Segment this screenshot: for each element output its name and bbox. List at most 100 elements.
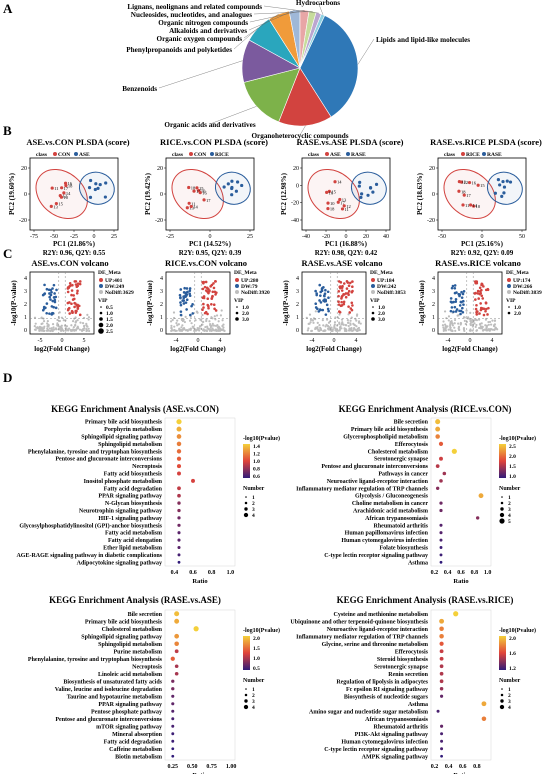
- plsda-point-group2: [93, 187, 97, 192]
- volcano-legend-marker: [371, 290, 375, 294]
- kegg-pathway-label: Fatty acid biosynthesis: [104, 472, 163, 478]
- plsda-point-group1: [472, 204, 476, 208]
- pie-slice-label: Organic nitrogen compounds: [158, 19, 248, 27]
- volcano-point-down: [460, 290, 463, 294]
- volcano-point-down: [52, 305, 55, 309]
- volcano-point-nodiff: [444, 329, 448, 332]
- volcano-point-up: [480, 288, 483, 292]
- volcano-point-down: [184, 291, 187, 295]
- volcano-plot-frame: [29, 271, 95, 335]
- kegg-pathway-label: AGE-RAGE signaling pathway in diabetic c…: [16, 553, 162, 559]
- volcano-point-nodiff: [491, 319, 494, 322]
- volcano-point-nodiff: [215, 314, 219, 317]
- volcano-point-down: [453, 284, 457, 287]
- volcano-point-nodiff: [447, 319, 450, 322]
- kegg-dot: [439, 508, 443, 513]
- volcano-y-tick-label: 2: [24, 302, 27, 308]
- kegg-pathway-label: Fatty acid metabolism: [105, 531, 162, 537]
- plsda-point-group1: [54, 201, 58, 206]
- volcano-point-nodiff: [201, 313, 204, 317]
- kegg-pathway-label: Bile secretion: [394, 420, 429, 426]
- volcano-legend-marker: [507, 284, 511, 288]
- volcano-point-nodiff: [325, 318, 329, 321]
- plsda-legend-marker: [189, 152, 193, 156]
- volcano-point-nodiff: [222, 323, 225, 326]
- kegg-plot-frame: [164, 609, 236, 761]
- volcano-point-up: [351, 304, 354, 307]
- volcano-point-nodiff: [346, 319, 349, 322]
- volcano-y-tick-label: 0: [432, 328, 435, 334]
- volcano-legend-marker: [235, 278, 239, 282]
- kegg-size-label: 4: [252, 705, 255, 711]
- volcano-legend-marker: [371, 278, 375, 282]
- pie-slice-label: Alkaloids and derivatives: [169, 27, 247, 35]
- volcano-point-up: [345, 287, 349, 290]
- volcano-point-down: [43, 283, 46, 287]
- pie-slice-label: Lipids and lipid-like molecules: [376, 36, 470, 44]
- plsda-x-tick-label: -40: [302, 234, 310, 240]
- plsda-point-group2: [500, 194, 504, 198]
- kegg-dot: [436, 709, 440, 713]
- volcano-point-up: [67, 307, 70, 311]
- volcano-point-nodiff: [484, 324, 487, 327]
- volcano-point-nodiff: [76, 327, 79, 330]
- plsda-point-label: 11: [465, 203, 469, 208]
- kegg-plot-frame: [164, 417, 236, 567]
- kegg-dot: [439, 523, 443, 527]
- volcano-point-nodiff: [87, 316, 91, 319]
- volcano-point-nodiff: [453, 326, 456, 329]
- volcano-point-nodiff: [333, 321, 337, 324]
- kegg-pathway-label: Pathways in cancer: [378, 472, 428, 478]
- volcano-point-up: [202, 296, 206, 300]
- kegg-dot: [481, 716, 487, 722]
- volcano-point-nodiff: [88, 329, 91, 333]
- kegg-color-bar: [499, 444, 506, 478]
- kegg-color-tick-label: 0.8: [253, 467, 260, 473]
- volcano-point-up: [340, 297, 343, 300]
- kegg-size-marker: [501, 688, 503, 690]
- volcano-point-down: [453, 305, 457, 309]
- volcano-vip-marker: [371, 311, 375, 315]
- plsda-legend-marker: [346, 152, 350, 156]
- kegg-dot: [177, 538, 181, 542]
- plsda-point-group2: [359, 195, 363, 200]
- kegg-dot: [177, 531, 181, 535]
- kegg-pathway-label: Sphingolipid signaling pathway: [81, 634, 162, 640]
- kegg-dot: [481, 701, 487, 707]
- volcano-point-up: [76, 303, 79, 307]
- plsda-point-group2: [96, 186, 100, 190]
- volcano-point-up: [480, 294, 484, 298]
- kegg-dot: [176, 426, 182, 432]
- volcano-point-up: [480, 283, 483, 287]
- kegg-color-legend-title: -log10(Pvalue): [243, 627, 280, 634]
- plsda-point-group2: [234, 189, 238, 193]
- volcano-y-tick-label: 4: [160, 276, 163, 282]
- kegg-dot: [171, 732, 175, 736]
- volcano-point-nodiff: [175, 329, 178, 332]
- volcano-point-down: [450, 306, 454, 309]
- volcano-vip-label: 2.0: [106, 323, 113, 329]
- volcano-point-nodiff: [217, 320, 220, 323]
- volcano-vip-label: 2.0: [378, 311, 385, 317]
- volcano-y-tick-label: 1: [24, 315, 27, 321]
- volcano-point-up: [482, 307, 486, 311]
- kegg-color-tick-label: 1.0: [509, 474, 516, 480]
- volcano-y-tick-label: 1: [160, 315, 163, 321]
- plsda-point-label: 11: [191, 201, 195, 206]
- plsda-y-tick-label: 20: [157, 166, 163, 172]
- kegg-title: KEGG Enrichment Analysis (ASE.vs.CON): [51, 404, 219, 414]
- plsda-legend-label: RICE: [466, 152, 480, 158]
- plsda-point-label: 12: [346, 204, 351, 209]
- plsda-point-label: 18: [68, 184, 73, 189]
- plsda-point-group1: [63, 181, 68, 185]
- kegg-pathway-label: Valine, leucine and isoleucine degradati…: [55, 687, 163, 693]
- kegg-pathway-label: Porphyrin metabolism: [104, 427, 162, 433]
- volcano-point-nodiff: [475, 329, 479, 332]
- volcano-point-nodiff: [56, 318, 59, 322]
- volcano-point-down: [323, 294, 326, 298]
- volcano-point-nodiff: [488, 320, 492, 324]
- plsda-point-label: 17: [206, 198, 211, 203]
- kegg-pathway-label: N-Glycan biosynthesis: [105, 501, 163, 507]
- plsda-legend-marker: [210, 152, 214, 156]
- volcano-point-up: [342, 282, 346, 285]
